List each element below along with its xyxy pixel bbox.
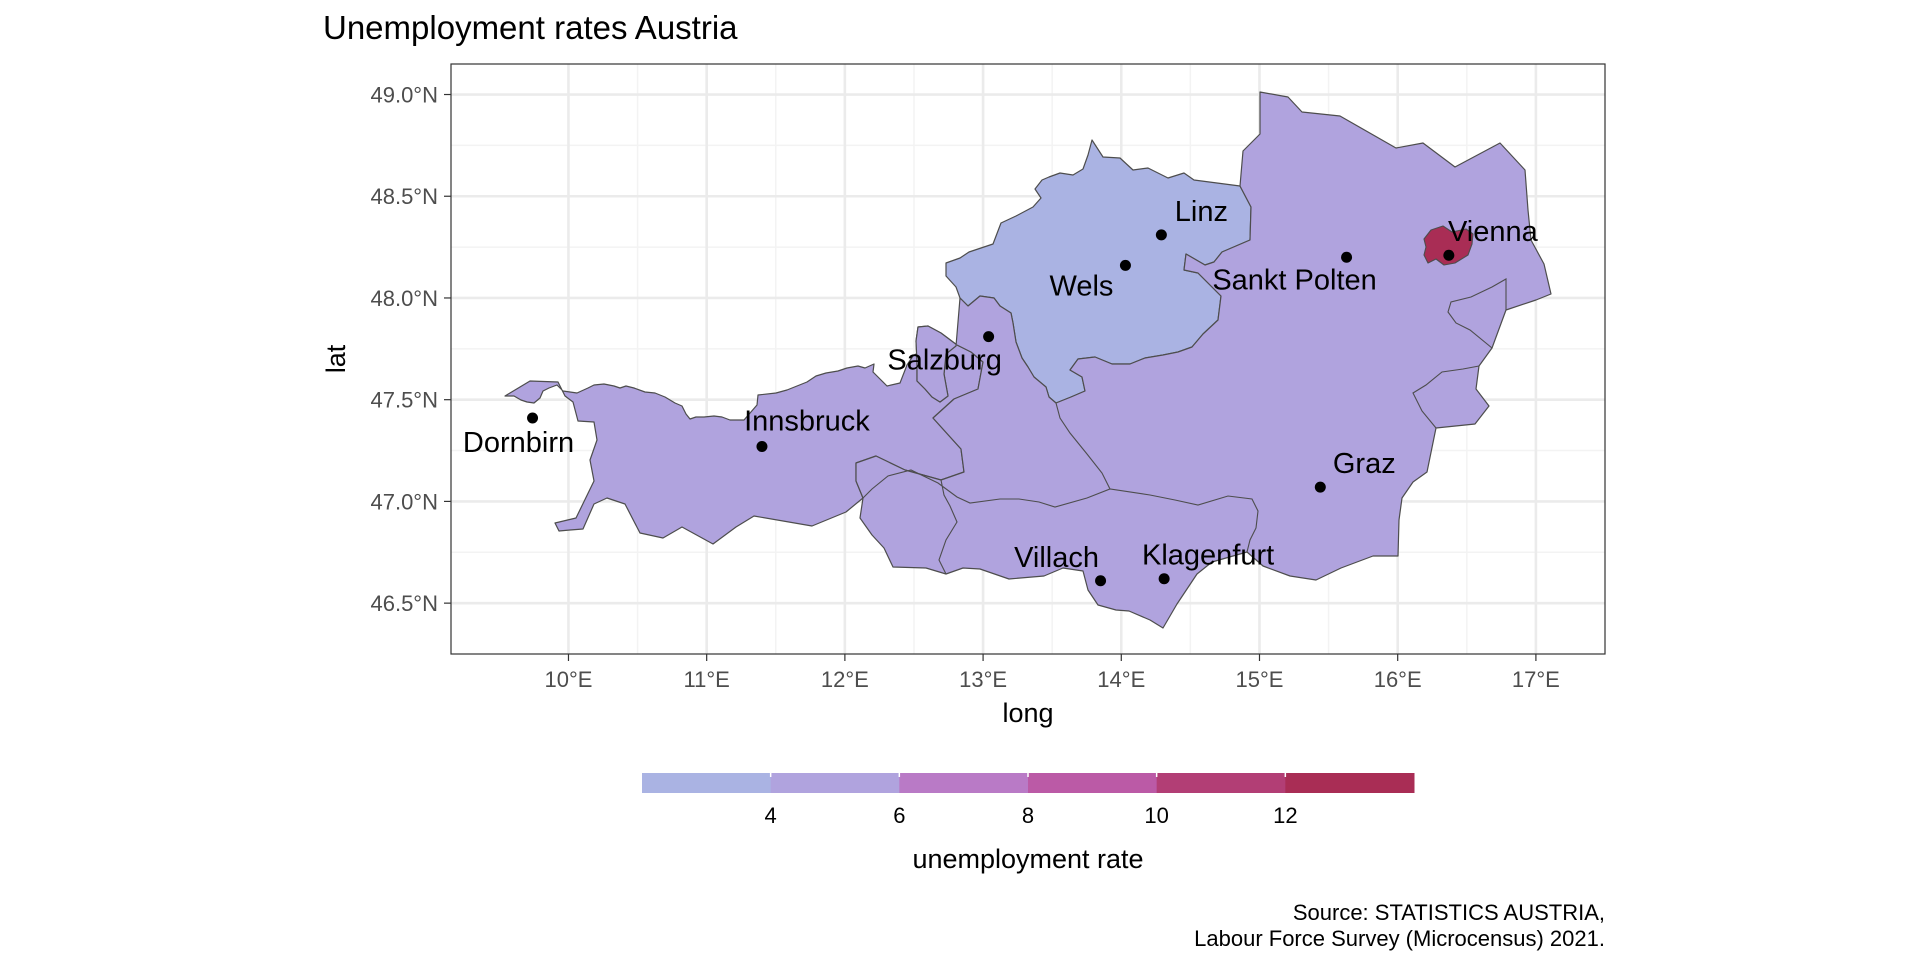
x-axis-title: long xyxy=(1002,698,1053,728)
region-vienna xyxy=(1423,225,1474,266)
x-tick-label: 15°E xyxy=(1236,667,1284,692)
x-tick-label: 16°E xyxy=(1374,667,1422,692)
legend-color-bin xyxy=(770,773,900,793)
legend-color-bin xyxy=(642,773,772,793)
x-tick-label: 14°E xyxy=(1097,667,1145,692)
legend: unemployment rate 4 6 8 10 12 xyxy=(642,773,1415,874)
legend-color-bin xyxy=(1028,773,1158,793)
regions xyxy=(504,91,1552,629)
city-label: Villach xyxy=(1014,542,1099,574)
legend-tick-label: 12 xyxy=(1273,803,1297,828)
x-tick-label: 11°E xyxy=(684,667,730,692)
x-tick-label: 12°E xyxy=(821,667,869,692)
legend-color-bin xyxy=(899,773,1029,793)
legend-tick-label: 6 xyxy=(893,803,905,828)
legend-tick-label: 10 xyxy=(1144,803,1168,828)
city-point xyxy=(756,440,768,452)
caption-line-1: Source: STATISTICS AUSTRIA, xyxy=(1293,900,1605,925)
chart-title: Unemployment rates Austria xyxy=(323,9,738,46)
axis-ticks: 10°E 11°E 12°E 13°E 14°E 15°E 16°E 17°E 46.5°N 47… xyxy=(370,83,1559,692)
city-label: Wels xyxy=(1049,270,1113,302)
city-label: Sankt Polten xyxy=(1212,264,1376,296)
y-tick-label: 47.5°N xyxy=(370,388,438,413)
y-tick-label: 47.0°N xyxy=(370,489,438,514)
city-point xyxy=(1095,575,1107,587)
y-tick-label: 49.0°N xyxy=(370,83,438,108)
legend-color-bin xyxy=(1285,773,1415,793)
y-tick-label: 48.5°N xyxy=(370,184,438,209)
map-panel: Vienna Linz Wels Sankt Polten Salzburg Innsbr… xyxy=(370,63,1606,692)
caption-line-2: Labour Force Survey (Microcensus) 2021. xyxy=(1194,926,1605,951)
city-point xyxy=(983,331,995,343)
legend-title: unemployment rate xyxy=(912,844,1143,874)
y-axis-title: lat xyxy=(321,344,351,373)
y-tick-label: 46.5°N xyxy=(370,591,438,616)
city-point xyxy=(1155,229,1167,241)
city-point xyxy=(1314,481,1326,493)
city-label: Klagenfurt xyxy=(1142,540,1274,572)
y-tick-label: 48.0°N xyxy=(370,286,438,311)
legend-color-bin xyxy=(1156,773,1286,793)
legend-tick-label: 8 xyxy=(1022,803,1034,828)
x-tick-label: 13°E xyxy=(959,667,1007,692)
internal-borders xyxy=(862,278,1507,575)
panel-border xyxy=(450,63,1606,655)
city-label: Salzburg xyxy=(887,345,1001,377)
city-point xyxy=(1341,251,1353,263)
city-label: Vienna xyxy=(1448,216,1539,248)
city-point xyxy=(1158,573,1170,585)
city-point xyxy=(1119,259,1131,271)
x-tick-label: 17°E xyxy=(1512,667,1560,692)
legend-tick-label: 4 xyxy=(765,803,777,828)
city-label: Dornbirn xyxy=(463,427,574,459)
city-point xyxy=(1443,249,1455,261)
city-markers: Vienna Linz Wels Sankt Polten Salzburg Innsbr… xyxy=(463,196,1539,587)
x-tick-label: 10°E xyxy=(544,667,592,692)
city-label: Graz xyxy=(1333,448,1396,480)
city-label: Innsbruck xyxy=(744,405,870,437)
city-point xyxy=(527,412,539,424)
city-label: Linz xyxy=(1175,196,1228,228)
